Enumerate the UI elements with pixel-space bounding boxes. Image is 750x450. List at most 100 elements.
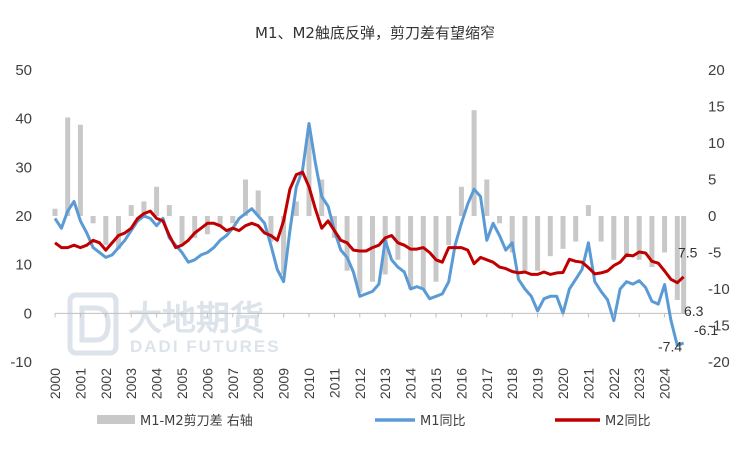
x-tick-label: 2006 [199, 368, 215, 399]
annotation-label: 6.3 [684, 303, 704, 319]
watermark-brand-en: DADI FUTURES [130, 337, 281, 356]
y-axis-right: -20 -15 -10 -5 0 5 10 15 20 [708, 62, 730, 371]
y-left-tick-label: 30 [15, 159, 32, 176]
spread-bar [611, 216, 617, 260]
spread-bar [128, 205, 134, 216]
spread-bar [230, 216, 236, 224]
legend-label-spread: M1-M2剪刀差 右轴 [140, 413, 253, 429]
spread-bar [90, 216, 96, 224]
annotation-label: 7.5 [678, 244, 698, 260]
spread-bar [255, 190, 261, 216]
x-tick-label: 2008 [250, 368, 266, 399]
spread-bar [509, 216, 515, 253]
y-left-tick-label: 50 [15, 62, 32, 79]
spread-bar [217, 216, 223, 227]
y-right-tick-label: 10 [708, 135, 725, 152]
y-right-tick-label: -5 [708, 245, 721, 262]
y-right-tick-label: -10 [708, 281, 730, 298]
y-left-tick-label: 0 [24, 305, 32, 322]
x-tick-label: 2012 [352, 368, 368, 399]
x-tick-label: 2003 [123, 368, 139, 399]
spread-bar [681, 216, 687, 314]
watermark-brand-cn: 大地期货 [128, 299, 264, 339]
spread-bar [420, 216, 426, 289]
spread-bar [674, 216, 680, 300]
spread-bar [65, 117, 71, 216]
spread-bar [458, 186, 464, 216]
spread-bar [141, 201, 147, 216]
spread-bar [598, 216, 604, 242]
spread-bar [547, 216, 553, 257]
y-right-tick-label: -20 [708, 354, 730, 371]
y-right-tick-label: -15 [708, 318, 730, 335]
spread-bar [154, 186, 160, 216]
x-tick-label: 2010 [301, 368, 317, 399]
y-right-tick-label: 20 [708, 62, 725, 79]
spread-bar [497, 216, 502, 224]
spread-bar [52, 208, 58, 216]
x-tick-label: 2011 [326, 368, 342, 398]
spread-bar [484, 179, 490, 216]
x-tick-label: 2005 [174, 368, 190, 399]
y-axis-left: -10 0 10 20 30 40 50 [10, 62, 32, 371]
legend-label-m1: M1同比 [420, 414, 466, 429]
x-tick-label: 2014 [403, 368, 419, 399]
legend-label-m2: M2同比 [605, 414, 651, 429]
x-tick-label: 2000 [47, 368, 63, 399]
spread-bar [471, 110, 477, 216]
spread-bar [166, 205, 172, 216]
x-tick-label: 2023 [631, 368, 647, 399]
y-left-tick-label: -10 [10, 354, 32, 371]
annotation-label: -7.4 [658, 338, 682, 354]
spread-bar [560, 216, 566, 249]
x-tick-label: 2016 [453, 368, 469, 399]
spread-bar [116, 216, 121, 249]
spread-bar [624, 216, 629, 257]
x-tick-label: 2002 [98, 368, 114, 399]
spread-bar [306, 128, 312, 216]
spread-bar [585, 205, 591, 216]
legend: M1-M2剪刀差 右轴 M1同比 M2同比 [97, 413, 651, 429]
m2-line [54, 170, 685, 285]
spread-bar [408, 216, 414, 289]
y-right-tick-label: 15 [708, 99, 725, 116]
spread-bar [649, 216, 655, 268]
spread-bar [293, 201, 299, 216]
spread-bar [395, 216, 401, 260]
watermark-logo-d-icon [79, 305, 111, 343]
y-left-tick-label: 20 [15, 208, 32, 225]
annotations: 7.5 6.3 -6.1 -7.4 [658, 244, 718, 354]
spread-bar [573, 216, 579, 242]
x-tick-label: 2013 [377, 368, 393, 399]
spread-bar [243, 179, 248, 216]
x-tick-label: 2007 [225, 368, 241, 399]
x-tick-label: 2015 [428, 368, 444, 399]
spread-bar [103, 216, 109, 246]
spread-bar [192, 216, 198, 238]
x-tick-label: 2020 [555, 368, 571, 399]
m1-line [53, 122, 685, 347]
watermark: 大地期货 DADI FUTURES [67, 292, 281, 356]
y-left-tick-label: 10 [15, 257, 32, 274]
spread-bar [357, 216, 363, 293]
spread-bar [268, 216, 274, 242]
spread-bar [522, 216, 528, 271]
chart-title: M1、M2触底反弹，剪刀差有望缩窄 [255, 24, 495, 42]
watermark-logo-icon [67, 292, 119, 356]
x-tick-label: 2022 [606, 368, 622, 399]
x-tick-label: 2004 [149, 368, 165, 399]
spread-bar [535, 216, 541, 271]
legend-swatch-spread [97, 415, 135, 424]
x-tick-label: 2017 [479, 368, 495, 399]
y-left-tick-label: 40 [15, 111, 32, 128]
x-axis: 2000 2001 2002 2003 2004 2005 2006 2007 2008 2009… [47, 313, 673, 399]
x-tick-label: 2009 [276, 368, 292, 399]
x-tick-label: 2018 [504, 368, 520, 399]
spread-bar [446, 216, 452, 246]
x-tick-label: 2019 [530, 368, 546, 399]
spread-bar [433, 216, 439, 282]
spread-bar [662, 216, 668, 253]
annotation-label: -6.1 [694, 322, 718, 338]
x-tick-label: 2024 [657, 368, 673, 399]
